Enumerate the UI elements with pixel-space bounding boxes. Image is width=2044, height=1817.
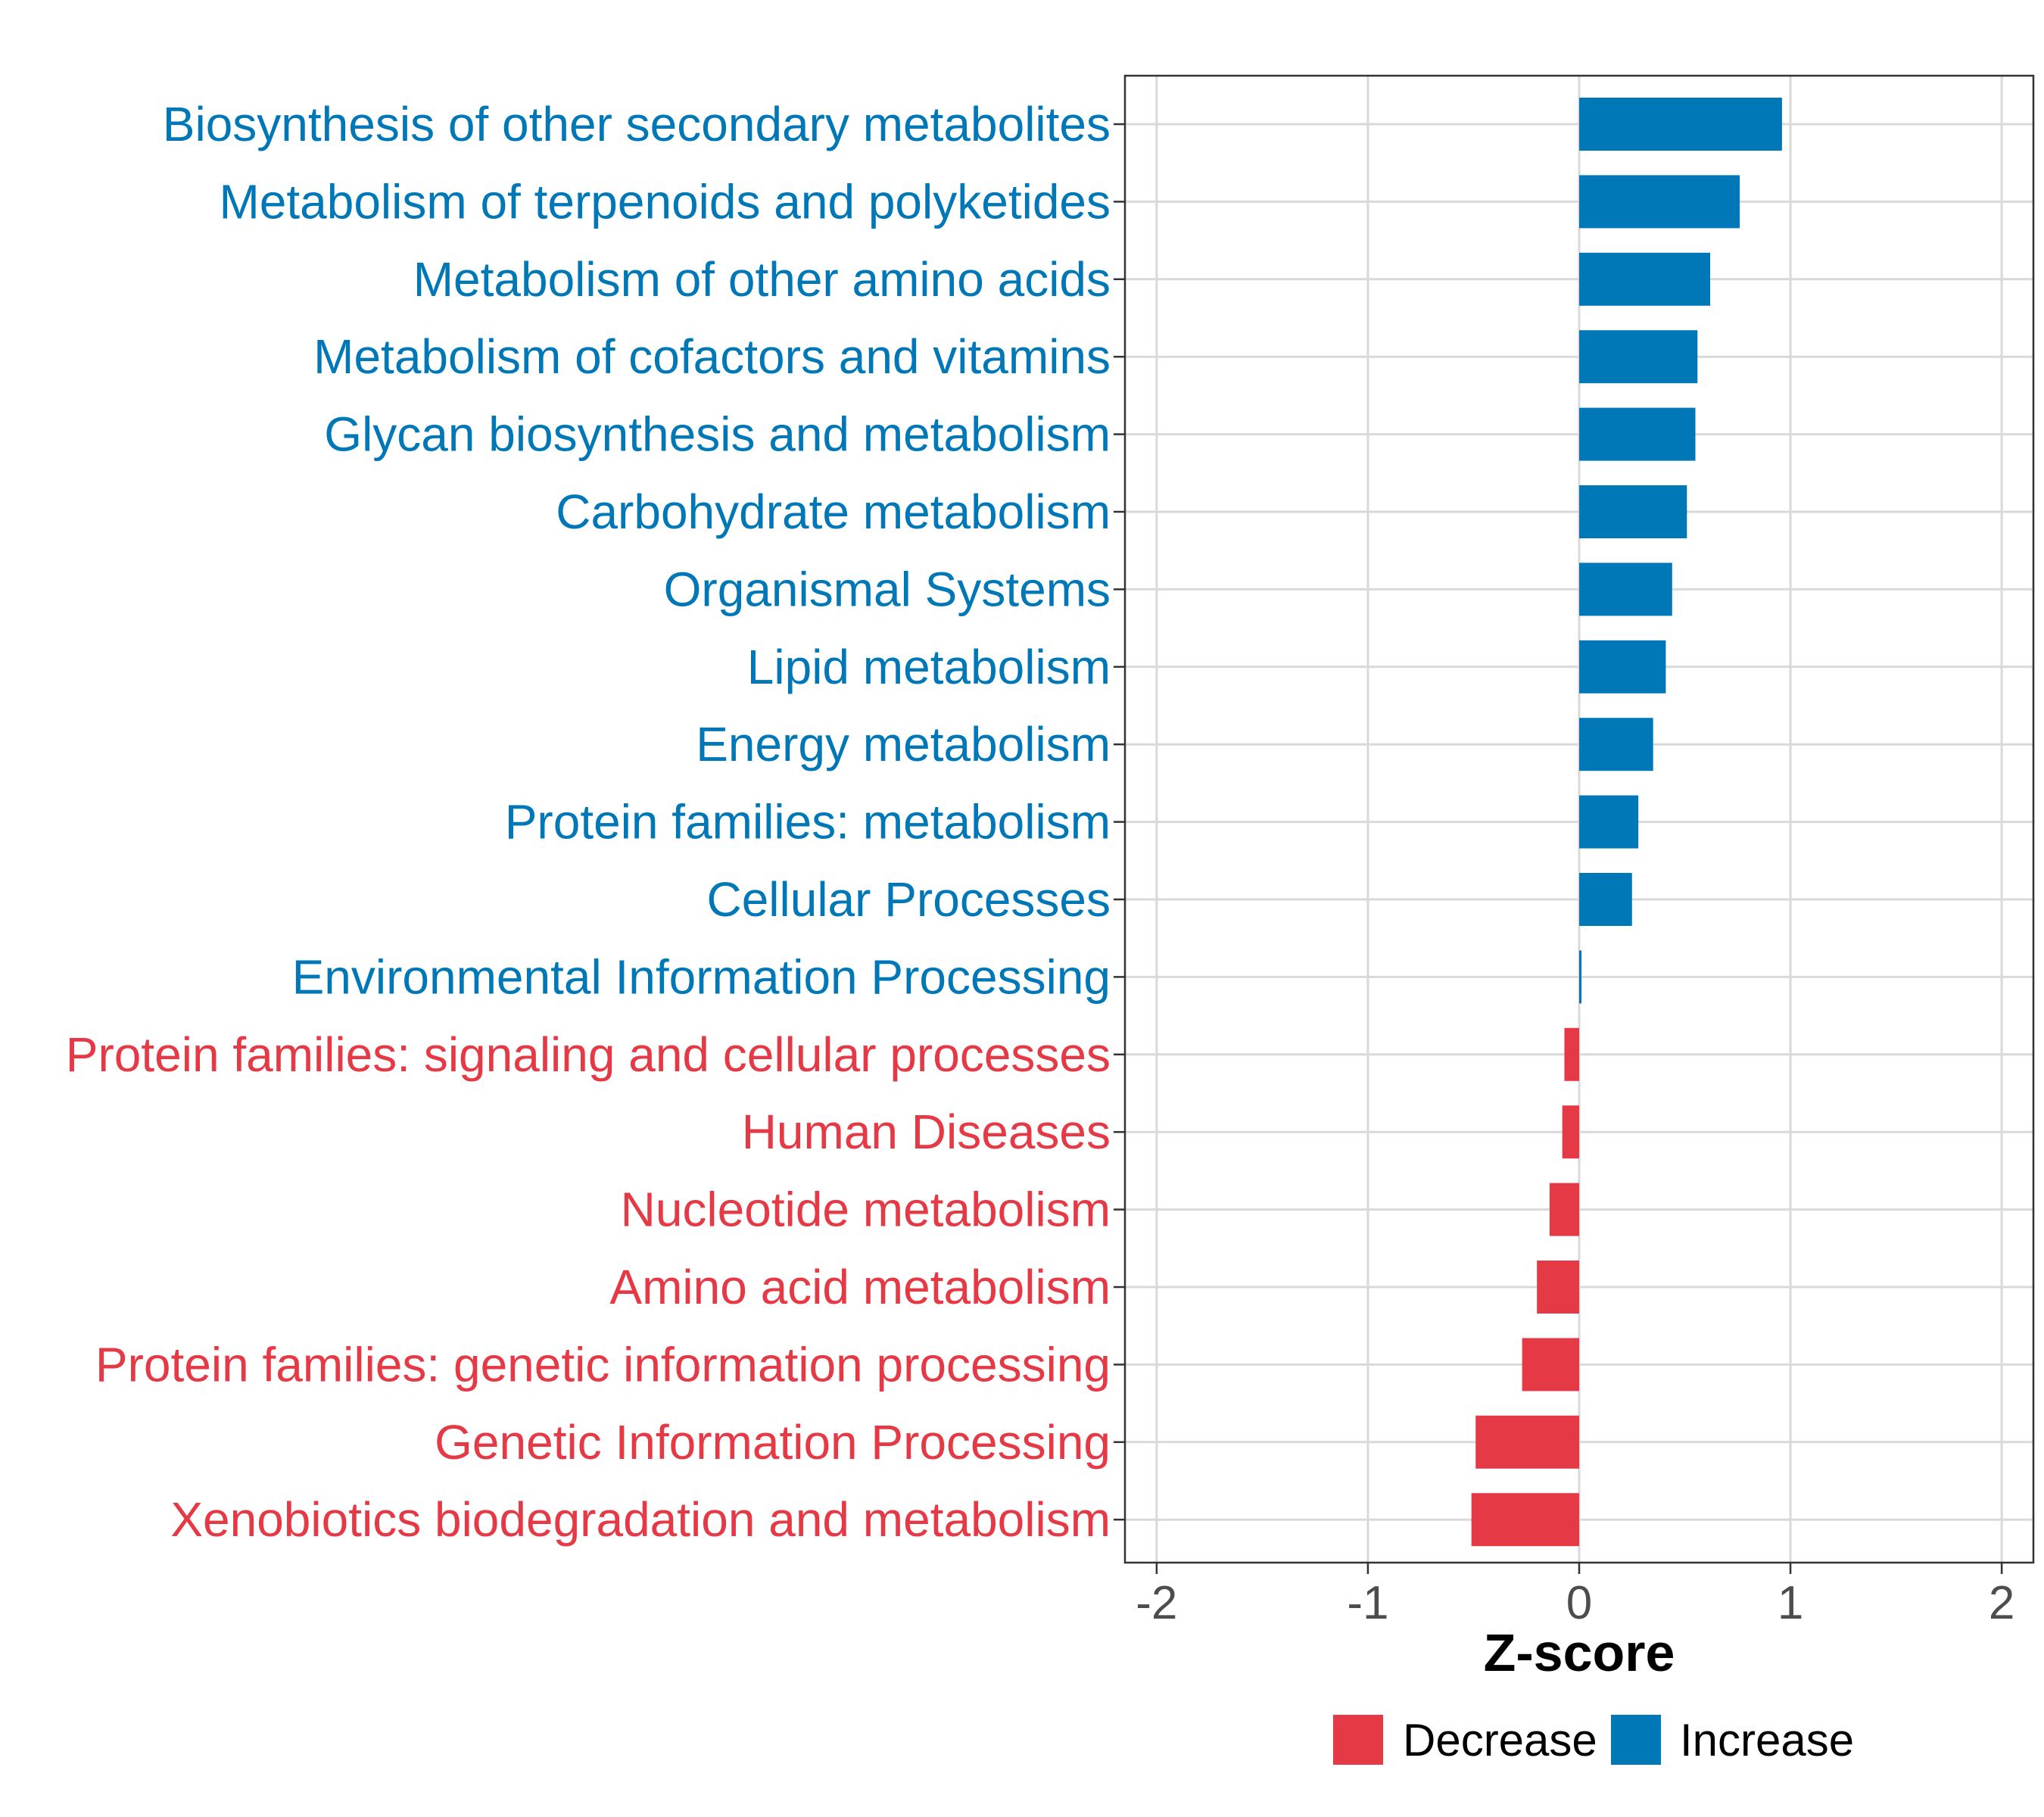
category-label-4: Glycan biosynthesis and metabolism [324,407,1111,462]
category-label-6: Organismal Systems [664,562,1111,616]
x-tick-label: 0 [1566,1577,1592,1629]
category-label-14: Nucleotide metabolism [621,1183,1111,1237]
y-axis-category-labels: Biosynthesis of other secondary metaboli… [66,97,1111,1547]
bar-1 [1579,175,1740,229]
legend-swatch-decrease [1333,1715,1383,1765]
bar-3 [1579,330,1698,384]
category-label-10: Cellular Processes [706,872,1111,927]
category-label-7: Lipid metabolism [747,640,1111,694]
category-label-1: Metabolism of terpenoids and polyketides [219,174,1111,229]
x-tick-label: -2 [1136,1577,1177,1629]
bar-12 [1564,1027,1579,1081]
bar-11 [1579,950,1581,1004]
category-label-17: Genetic Information Processing [435,1415,1111,1469]
category-label-3: Metabolism of cofactors and vitamins [313,329,1111,384]
legend-label-increase: Increase [1680,1715,1854,1766]
bars [1471,98,1782,1547]
bar-7 [1579,640,1666,693]
x-axis-title: Z-score [1484,1623,1675,1682]
category-label-9: Protein families: metabolism [505,795,1111,849]
category-label-12: Protein families: signaling and cellular… [66,1027,1111,1082]
x-axis-tick-labels: -2 -1 0 1 2 [1136,1577,2014,1629]
bar-0 [1579,98,1782,151]
category-label-15: Amino acid metabolism [609,1260,1111,1314]
bar-10 [1579,873,1632,926]
legend-swatch-increase [1611,1715,1661,1765]
bar-15 [1537,1261,1579,1314]
category-label-16: Protein families: genetic information pr… [95,1337,1111,1392]
category-label-5: Carbohydrate metabolism [556,485,1111,539]
bar-14 [1549,1183,1579,1236]
bar-8 [1579,718,1653,771]
category-label-2: Metabolism of other amino acids [413,252,1111,307]
legend-label-decrease: Decrease [1403,1715,1597,1766]
category-label-18: Xenobiotics biodegradation and metabolis… [170,1492,1111,1547]
bar-4 [1579,407,1696,461]
bar-6 [1579,563,1672,616]
bar-17 [1475,1415,1579,1469]
category-label-13: Human Diseases [742,1105,1111,1159]
bar-5 [1579,485,1687,538]
category-label-8: Energy metabolism [696,717,1111,771]
bar-13 [1562,1105,1579,1159]
bar-18 [1471,1493,1579,1547]
bar-9 [1579,795,1639,849]
bar-2 [1579,252,1711,306]
x-tick-label: 1 [1778,1577,1803,1629]
y-axis-ticks [1114,123,1125,1521]
category-label-0: Biosynthesis of other secondary metaboli… [163,97,1111,151]
x-tick-label: -1 [1347,1577,1388,1629]
x-tick-label: 2 [1989,1577,2014,1629]
bar-16 [1522,1338,1579,1392]
legend: Decrease Increase [1333,1715,1854,1766]
category-label-11: Environmental Information Processing [292,949,1111,1004]
x-axis-ticks [1155,1563,2003,1574]
